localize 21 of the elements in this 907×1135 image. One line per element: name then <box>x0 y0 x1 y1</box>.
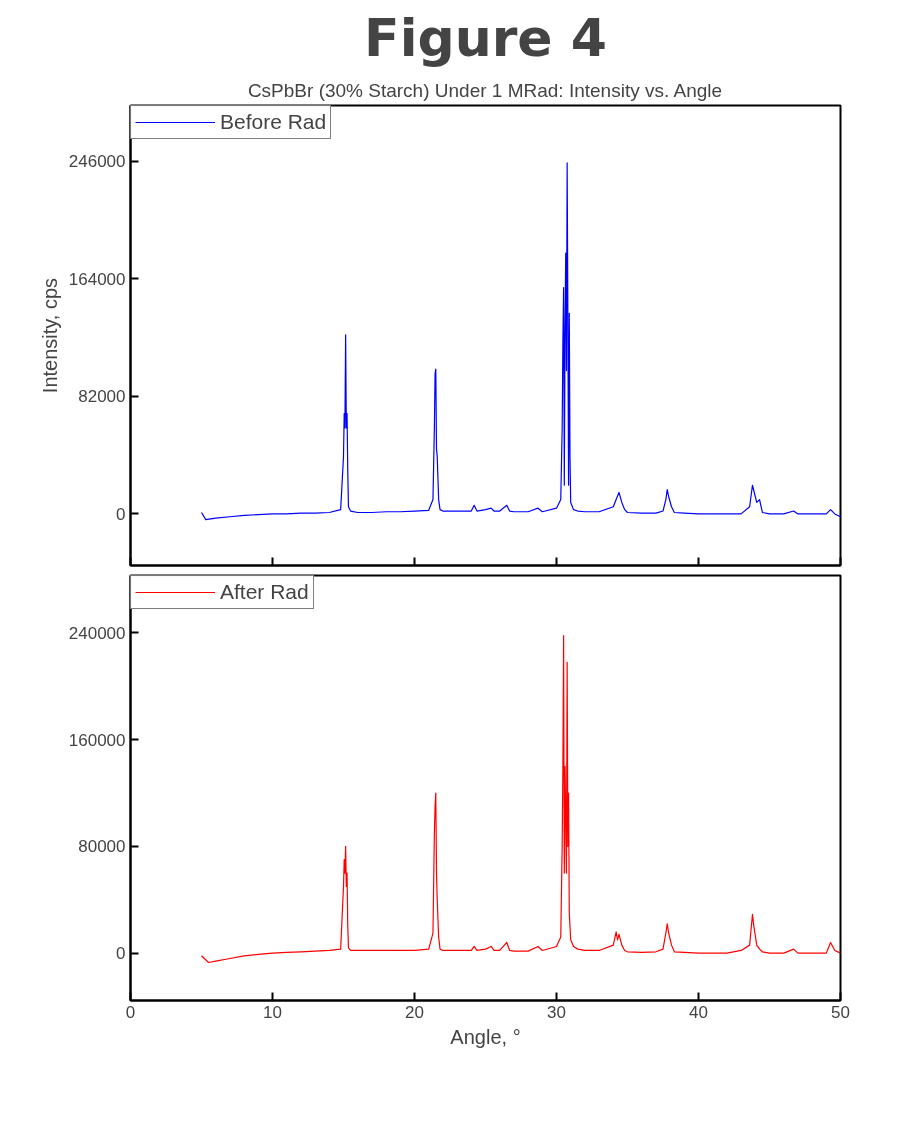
y-axis-title: Intensity, cps <box>38 277 61 394</box>
legend-label: After Rad <box>220 580 309 604</box>
y-tick-label: 80000 <box>78 837 126 857</box>
y-tick-label: 160000 <box>68 730 126 750</box>
y-tick-label: 0 <box>116 944 126 964</box>
x-tick-label: 20 <box>405 1002 424 1022</box>
y-tick-label: 0 <box>116 504 126 524</box>
line-series <box>200 162 841 521</box>
x-axis-title: Angle, ° <box>450 1025 521 1048</box>
y-tick-label: 82000 <box>78 387 126 407</box>
chart-title: Figure 4 <box>364 7 607 68</box>
y-tick-label: 164000 <box>68 269 126 289</box>
chart-subtitle: CsPbBr (30% Starch) Under 1 MRad: Intensity vs. Angle <box>247 79 723 101</box>
x-tick-label: 10 <box>263 1002 282 1022</box>
y-tick-label: 246000 <box>68 152 126 172</box>
y-tick-label: 240000 <box>68 623 126 643</box>
x-tick-label: 50 <box>831 1002 850 1022</box>
legend-label: Before Rad <box>220 110 327 134</box>
x-tick-label: 40 <box>689 1002 708 1022</box>
line-series <box>200 634 841 964</box>
x-tick-label: 30 <box>547 1002 566 1022</box>
